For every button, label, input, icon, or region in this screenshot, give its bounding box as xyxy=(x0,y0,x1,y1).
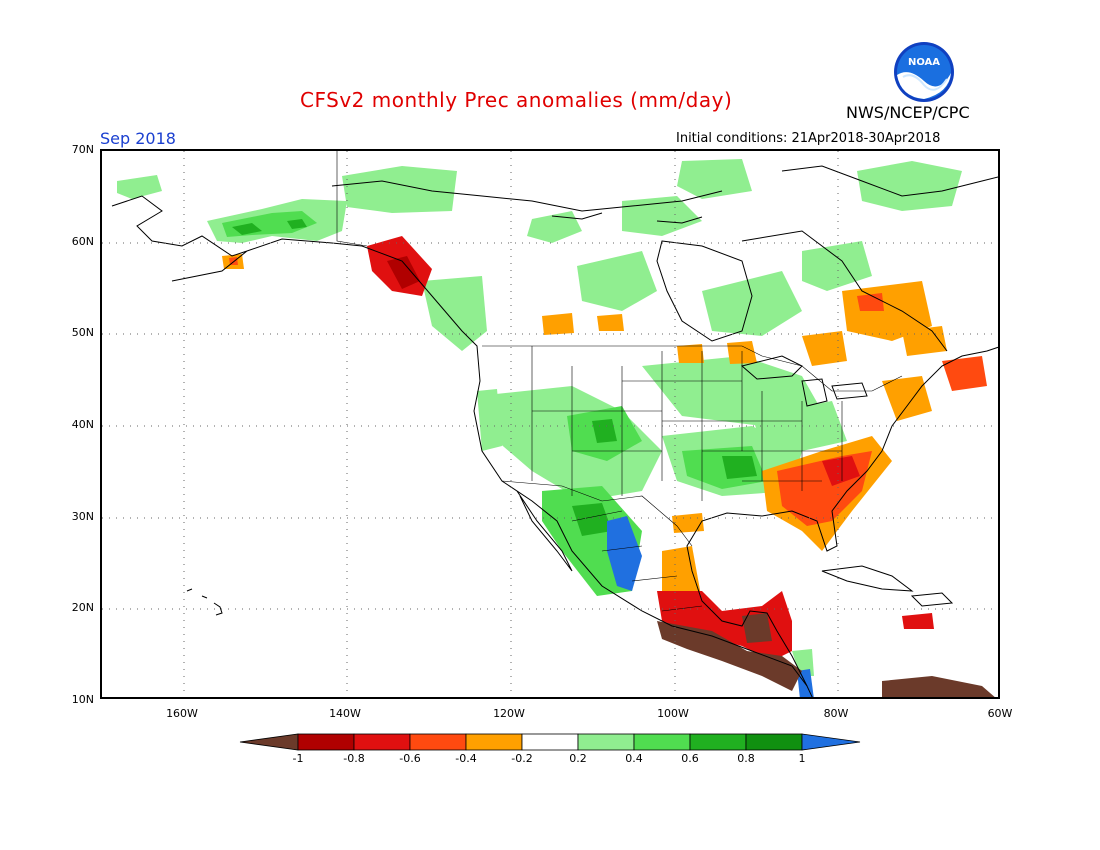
lat-label-50n: 50N xyxy=(71,326,94,339)
coast-hawaii xyxy=(186,588,223,616)
lon-label-160w: 160W xyxy=(166,707,198,720)
coast-hudson-bay xyxy=(656,240,753,342)
coastlines xyxy=(111,165,998,697)
anomaly-labrador-coast xyxy=(902,326,947,356)
colorbar-bin-2 xyxy=(353,733,411,751)
initial-conditions: Initial conditions: 21Apr2018-30Apr2018 xyxy=(676,131,941,146)
border-us-states xyxy=(531,346,843,501)
anomaly-texas-coast xyxy=(672,513,704,533)
lat-label-60n: 60N xyxy=(71,235,94,248)
forecast-month: Sep 2018 xyxy=(100,129,176,148)
anomaly-west-coast xyxy=(477,389,502,451)
noaa-logo-text: NOAA xyxy=(908,57,940,68)
colorbar-label-5: -0.2 xyxy=(511,752,533,765)
anomaly-bc-coast xyxy=(422,276,487,351)
colorbar-label-3: -0.6 xyxy=(399,752,421,765)
coast-baja xyxy=(516,490,573,572)
anomaly-canada-central xyxy=(527,211,582,243)
colorbar-label-1: -1 xyxy=(292,752,304,765)
anomaly-carolinas-core xyxy=(822,456,860,486)
anomaly-northeast xyxy=(882,376,932,421)
colorbar-label-6: 0.2 xyxy=(569,752,587,765)
colorbar-bin-3 xyxy=(409,733,467,751)
anomaly-four-corners-core xyxy=(592,419,617,443)
anomaly-bering xyxy=(117,175,162,199)
coast-greenland xyxy=(781,165,998,197)
lon-label-140w: 140W xyxy=(329,707,361,720)
coast-great-lakes xyxy=(740,355,868,407)
lon-label-120w: 120W xyxy=(493,707,525,720)
border-alaska-canada xyxy=(336,151,368,247)
lat-label-70n: 70N xyxy=(71,143,94,156)
anomaly-quebec xyxy=(802,241,872,291)
lat-label-10n: 10N xyxy=(71,693,94,706)
lat-label-30n: 30N xyxy=(71,510,94,523)
anomaly-sonora-blue xyxy=(607,516,642,591)
anomaly-canada-orange1 xyxy=(542,313,574,335)
coast-gulf xyxy=(686,346,998,687)
border-canada-us xyxy=(482,345,903,392)
anomaly-ohio-valley xyxy=(752,401,847,451)
colorbar-bin-1 xyxy=(297,733,355,751)
anomaly-yukon xyxy=(342,166,457,213)
anomaly-hudson-n xyxy=(622,196,702,236)
colorbar-under-arrow xyxy=(239,733,299,751)
colorbar-bin-9 xyxy=(745,733,803,751)
anomaly-ozarks-core xyxy=(722,456,757,479)
agency-label: NWS/NCEP/CPC xyxy=(846,103,970,122)
lon-label-100w: 100W xyxy=(657,707,689,720)
map-panel xyxy=(100,149,1000,699)
colorbar-bin-7 xyxy=(633,733,691,751)
coast-hispaniola xyxy=(910,592,954,607)
colorbar-label-9: 0.8 xyxy=(737,752,755,765)
colorbar-over-arrow xyxy=(801,733,861,751)
lat-label-20n: 20N xyxy=(71,601,94,614)
anomaly-caribbean-red xyxy=(902,613,934,629)
anomaly-alaska-peak2 xyxy=(287,219,307,229)
lat-label-40n: 40N xyxy=(71,418,94,431)
colorbar-label-2: -0.8 xyxy=(343,752,365,765)
precip-map xyxy=(102,151,998,697)
border-us-mexico xyxy=(501,480,693,547)
anomaly-canada-orange2 xyxy=(597,314,624,331)
anomaly-venezuela-brown xyxy=(882,676,995,697)
anomaly-midwest xyxy=(642,356,822,426)
colorbar-bin-5 xyxy=(521,733,579,751)
grid-lines xyxy=(102,151,998,697)
anomaly-ontario xyxy=(702,271,802,336)
border-mexico-states xyxy=(571,510,703,612)
colorbar-bin-6 xyxy=(577,733,635,751)
anomaly-baffin xyxy=(677,159,752,199)
colorbar-bin-8 xyxy=(689,733,747,751)
political-borders xyxy=(336,151,903,612)
lon-label-60w: 60W xyxy=(987,707,1013,720)
anomaly-central-america-brown xyxy=(657,621,802,691)
colorbar-bin-4 xyxy=(465,733,523,751)
coast-labrador xyxy=(741,230,948,352)
positive-anomaly-regions xyxy=(117,159,962,697)
anomaly-greenland xyxy=(857,161,962,211)
noaa-logo: NOAA xyxy=(894,42,954,102)
anomaly-sierra-core xyxy=(572,503,612,536)
colorbar-label-7: 0.4 xyxy=(625,752,643,765)
lon-label-80w: 80W xyxy=(823,707,849,720)
coast-cuba xyxy=(821,565,914,592)
anomaly-panhandle-core xyxy=(387,256,420,289)
coast-arctic xyxy=(331,180,723,224)
anomaly-alaska-peak xyxy=(232,223,262,235)
anomaly-ontario-s xyxy=(802,331,847,366)
anomaly-nova-scotia xyxy=(942,356,987,391)
anomaly-dakotas xyxy=(677,344,704,363)
map-title: CFSv2 monthly Prec anomalies (mm/day) xyxy=(300,88,733,112)
colorbar-label-10: 1 xyxy=(798,752,806,765)
anomaly-prairie xyxy=(577,251,657,311)
colorbar-label-8: 0.6 xyxy=(681,752,699,765)
colorbar-label-4: -0.4 xyxy=(455,752,477,765)
anomaly-quebec-red xyxy=(857,293,884,311)
anomaly-yucatan-brown xyxy=(742,613,772,643)
colorbar xyxy=(239,733,861,751)
